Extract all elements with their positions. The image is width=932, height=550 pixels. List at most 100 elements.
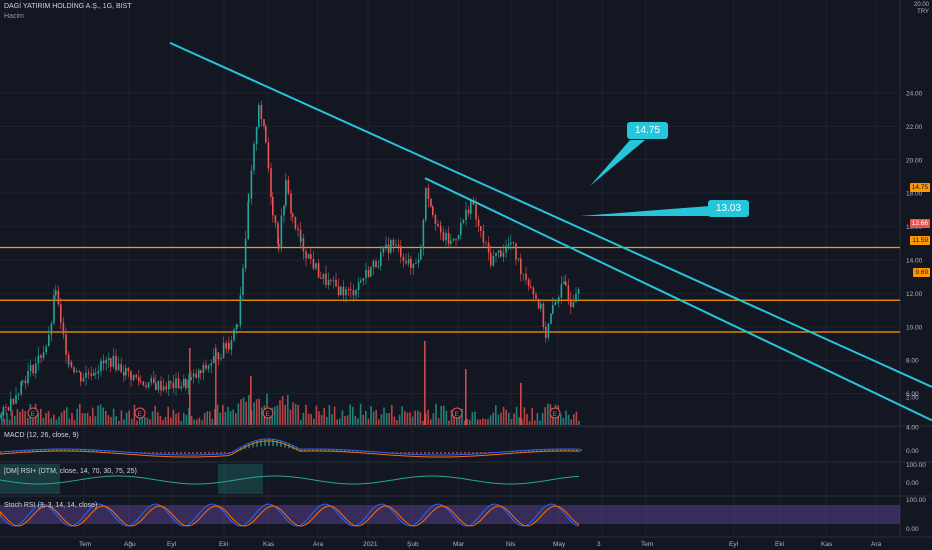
macd-histogram-bar	[444, 452, 446, 454]
candle-body	[220, 357, 222, 360]
volume-bar	[6, 413, 8, 425]
candle-body	[300, 238, 302, 242]
candle-body	[480, 226, 482, 232]
volume-bar	[105, 411, 107, 425]
volume-bar	[110, 417, 112, 425]
candle-body	[432, 206, 434, 215]
volume-bar	[565, 410, 567, 425]
candle-body	[402, 256, 405, 261]
candle-body	[244, 239, 247, 269]
macd-histogram-bar	[268, 438, 270, 446]
candle-body	[515, 243, 517, 260]
macd-histogram-bar	[264, 439, 266, 447]
macd-histogram-bar	[404, 452, 406, 454]
stoch-rsi-pane-label[interactable]: Stoch RSI (3, 3, 14, 14, close)	[4, 502, 98, 509]
volume-bar	[1, 412, 3, 425]
macd-histogram-bar	[272, 439, 274, 447]
callout-lower[interactable]: 13.03	[708, 200, 750, 217]
candle-body	[250, 170, 253, 199]
macd-pane-label[interactable]: MACD (12, 26, close, 9)	[4, 432, 79, 439]
volume-bar	[344, 416, 346, 425]
callout-upper[interactable]: 14.75	[627, 122, 669, 139]
candle-body	[497, 250, 500, 253]
volume-bar	[99, 404, 102, 425]
dmi-pane-label[interactable]: [DM] RSI+ (DTM, close, 14, 70, 30, 75, 2…	[4, 468, 137, 475]
volume-bar	[162, 419, 164, 425]
candle-body	[187, 379, 190, 389]
candle-body	[27, 370, 29, 384]
macd-histogram-bar	[280, 440, 282, 447]
callout-pointer-lower	[580, 206, 710, 216]
volume-bar	[229, 411, 232, 425]
candle-body	[270, 168, 272, 197]
candle-body	[410, 258, 412, 268]
candle-body	[180, 386, 182, 389]
volume-bar	[120, 410, 123, 425]
volume-bar	[437, 417, 440, 425]
volume-bar	[346, 415, 349, 425]
volume-bar	[326, 416, 328, 425]
volume-bar	[474, 411, 476, 425]
x-tick-label: 3	[597, 541, 601, 548]
volume-bar	[352, 406, 354, 425]
candle-body	[485, 242, 487, 244]
macd-histogram-bar	[436, 452, 438, 454]
volume-bar	[476, 419, 479, 425]
candle-body	[325, 273, 327, 285]
candle-body	[200, 370, 202, 374]
candle-body	[530, 286, 532, 288]
volume-bar	[370, 406, 372, 425]
candle-body	[168, 381, 170, 390]
candle-body	[360, 280, 362, 283]
candle-body	[335, 279, 337, 287]
candle-body	[73, 367, 75, 373]
candle-body	[545, 327, 547, 338]
macd-histogram-bar	[248, 443, 250, 449]
macd-histogram-bar	[204, 452, 206, 454]
volume-bar	[279, 400, 281, 425]
macd-histogram-bar	[60, 449, 62, 452]
symbol-title[interactable]: DAGİ YATIRIM HOLDİNG A.Ş., 1G, BIST	[4, 3, 132, 10]
x-tick-label: May	[553, 541, 566, 548]
candle-body	[2, 407, 5, 416]
macd-histogram-bar	[40, 449, 42, 452]
volume-bar	[333, 406, 336, 425]
candle-body	[337, 286, 340, 296]
candle-body	[510, 242, 512, 245]
volume-bar	[209, 411, 211, 425]
volume-bar	[198, 417, 201, 425]
candle-body	[437, 223, 439, 226]
macd-histogram-bar	[308, 449, 310, 452]
candle-body	[5, 407, 7, 408]
candle-body	[567, 285, 570, 300]
volume-bar	[536, 413, 539, 425]
macd-histogram-bar	[228, 452, 230, 454]
candle-body	[247, 201, 249, 240]
macd-histogram-bar	[560, 449, 562, 452]
candle-body	[552, 305, 554, 314]
volume-bar	[222, 405, 224, 425]
candle-body	[312, 258, 315, 269]
volume-bar	[528, 420, 531, 425]
macd-histogram-bar	[276, 439, 278, 447]
stoch-tick: 100.00	[906, 497, 926, 504]
candle-body	[175, 378, 177, 388]
candle-body	[162, 386, 165, 391]
volume-bar	[131, 418, 133, 425]
volume-bar	[331, 414, 333, 425]
macd-histogram-bar	[224, 452, 226, 454]
macd-histogram-bar	[80, 449, 82, 452]
volume-bar	[508, 412, 510, 425]
candle-body	[317, 263, 320, 278]
macd-histogram-bar	[220, 452, 222, 454]
macd-histogram-bar	[28, 450, 30, 452]
candle-body	[233, 329, 235, 341]
candle-body	[340, 286, 342, 296]
candle-body	[237, 324, 239, 326]
candle-body	[53, 295, 55, 324]
volume-bar	[383, 407, 385, 425]
candle-body	[305, 251, 307, 259]
currency-value: 20.00	[913, 2, 929, 8]
volume-bar	[482, 418, 484, 425]
